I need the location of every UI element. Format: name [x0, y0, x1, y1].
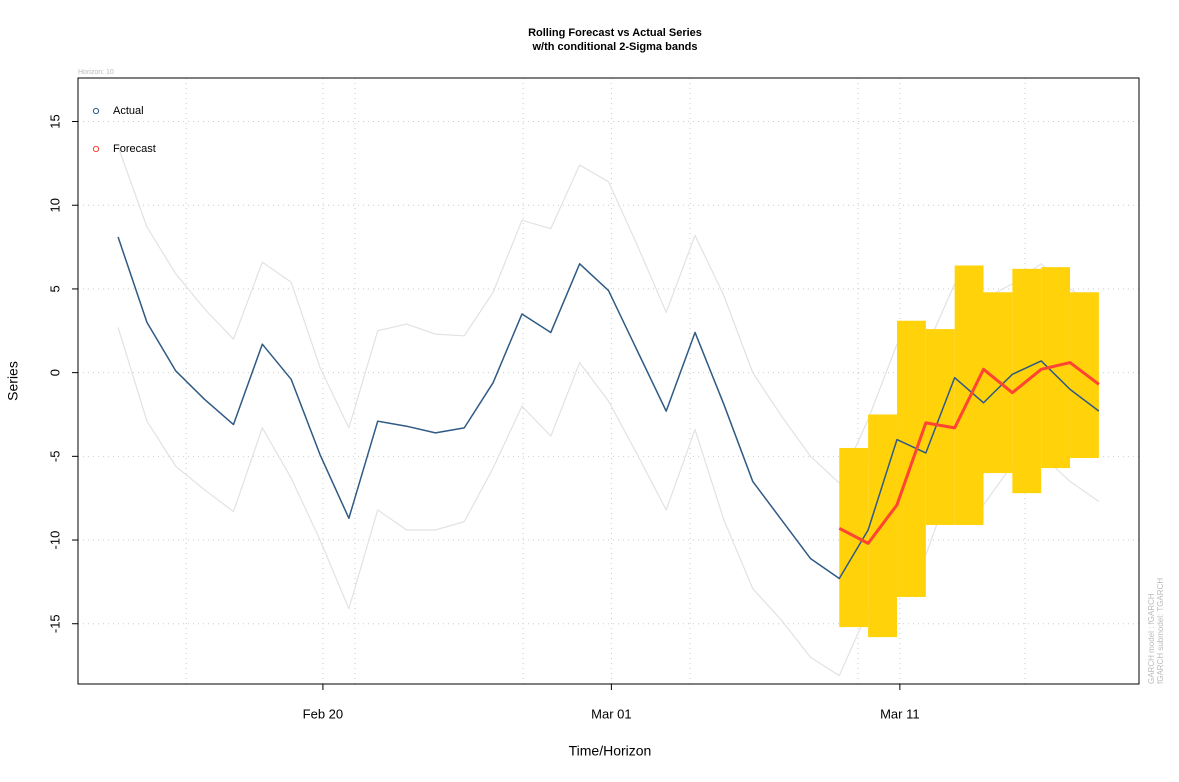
x-tick-label: Mar 11	[880, 706, 920, 721]
horizon-note: Horizon: 10	[78, 69, 114, 76]
y-tick-label: -15	[47, 614, 62, 633]
x-axis-label: Time/Horizon	[569, 743, 652, 759]
plot-frame	[77, 77, 1140, 685]
series-line	[838, 361, 1100, 545]
y-tick-label: 5	[47, 285, 62, 292]
y-tick-label: 0	[47, 369, 62, 376]
x-tick-label: Mar 01	[591, 706, 631, 721]
y-tick-label: 10	[47, 198, 62, 212]
sigma-upper	[117, 146, 1100, 484]
side-note: GARCH model : fGARCH	[1147, 593, 1156, 684]
sigma-lower	[117, 327, 1100, 677]
y-tick-label: -5	[47, 451, 62, 463]
y-tick-label: 15	[47, 114, 62, 128]
x-tick-label: Feb 20	[303, 706, 343, 721]
legend-marker	[92, 107, 100, 115]
legend-marker	[92, 145, 100, 153]
series-line	[117, 236, 1100, 580]
chart-subtitle: w/th conditional 2-Sigma bands	[531, 41, 697, 53]
legend-label: Actual	[113, 105, 144, 117]
chart-title: Rolling Forecast vs Actual Series	[528, 27, 702, 39]
y-tick-label: -10	[47, 531, 62, 550]
legend-label: Forecast	[113, 143, 156, 155]
side-note: fGARCH submodel: TGARCH	[1156, 578, 1165, 684]
y-axis-label: Series	[5, 361, 21, 401]
forecast-band	[896, 320, 926, 597]
